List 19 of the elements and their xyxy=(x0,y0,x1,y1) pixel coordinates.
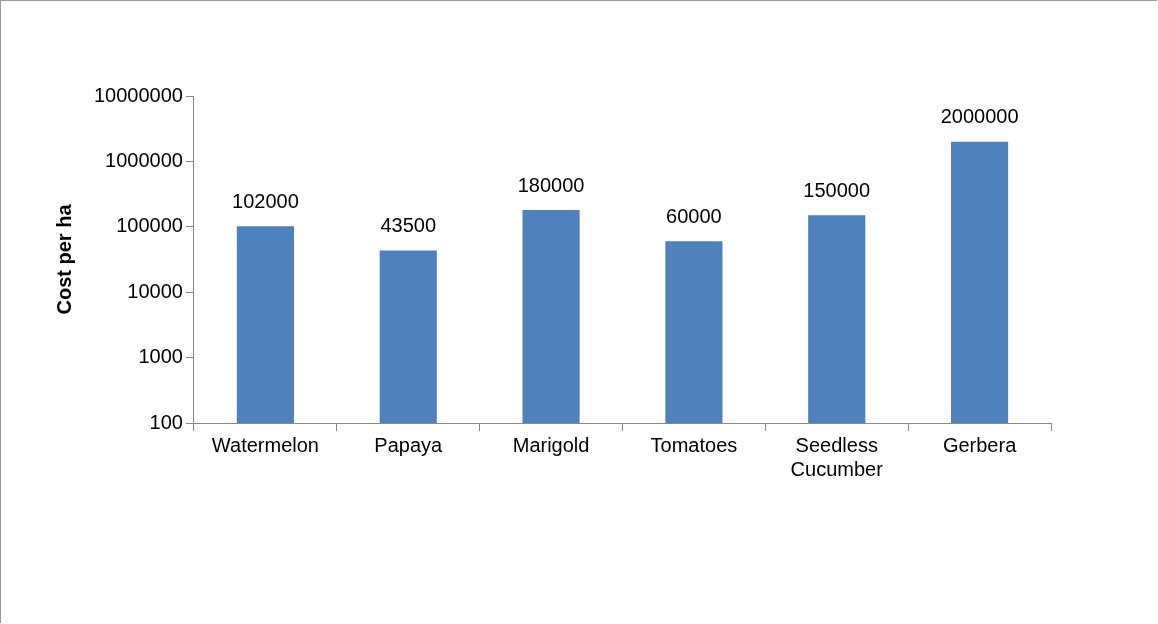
y-axis-title: Cost per ha xyxy=(52,203,75,315)
x-tick-label: Papaya xyxy=(374,433,444,456)
x-tick-label: Seedless Cucumber xyxy=(790,433,884,480)
y-tick-label: 10000000 xyxy=(94,83,183,106)
y-tick-label: 100000 xyxy=(116,214,183,237)
y-tick-label: 100 xyxy=(149,410,183,433)
x-tick-label: Tomatoes xyxy=(650,433,738,456)
y-tick-label: 1000000 xyxy=(105,148,183,171)
data-label: 150000 xyxy=(803,178,871,201)
data-label: 102000 xyxy=(232,189,299,212)
data-label: 43500 xyxy=(380,213,437,236)
x-tick-label: Gerbera xyxy=(942,433,1018,456)
y-tick-label: 1000 xyxy=(138,345,183,368)
data-label: 60000 xyxy=(666,204,722,227)
x-tick-label: Watermelon xyxy=(211,433,319,456)
data-label: 180000 xyxy=(517,173,585,196)
x-tick-label: Marigold xyxy=(512,433,590,456)
y-tick-label: 10000 xyxy=(127,279,183,302)
data-label: 2000000 xyxy=(940,105,1019,128)
